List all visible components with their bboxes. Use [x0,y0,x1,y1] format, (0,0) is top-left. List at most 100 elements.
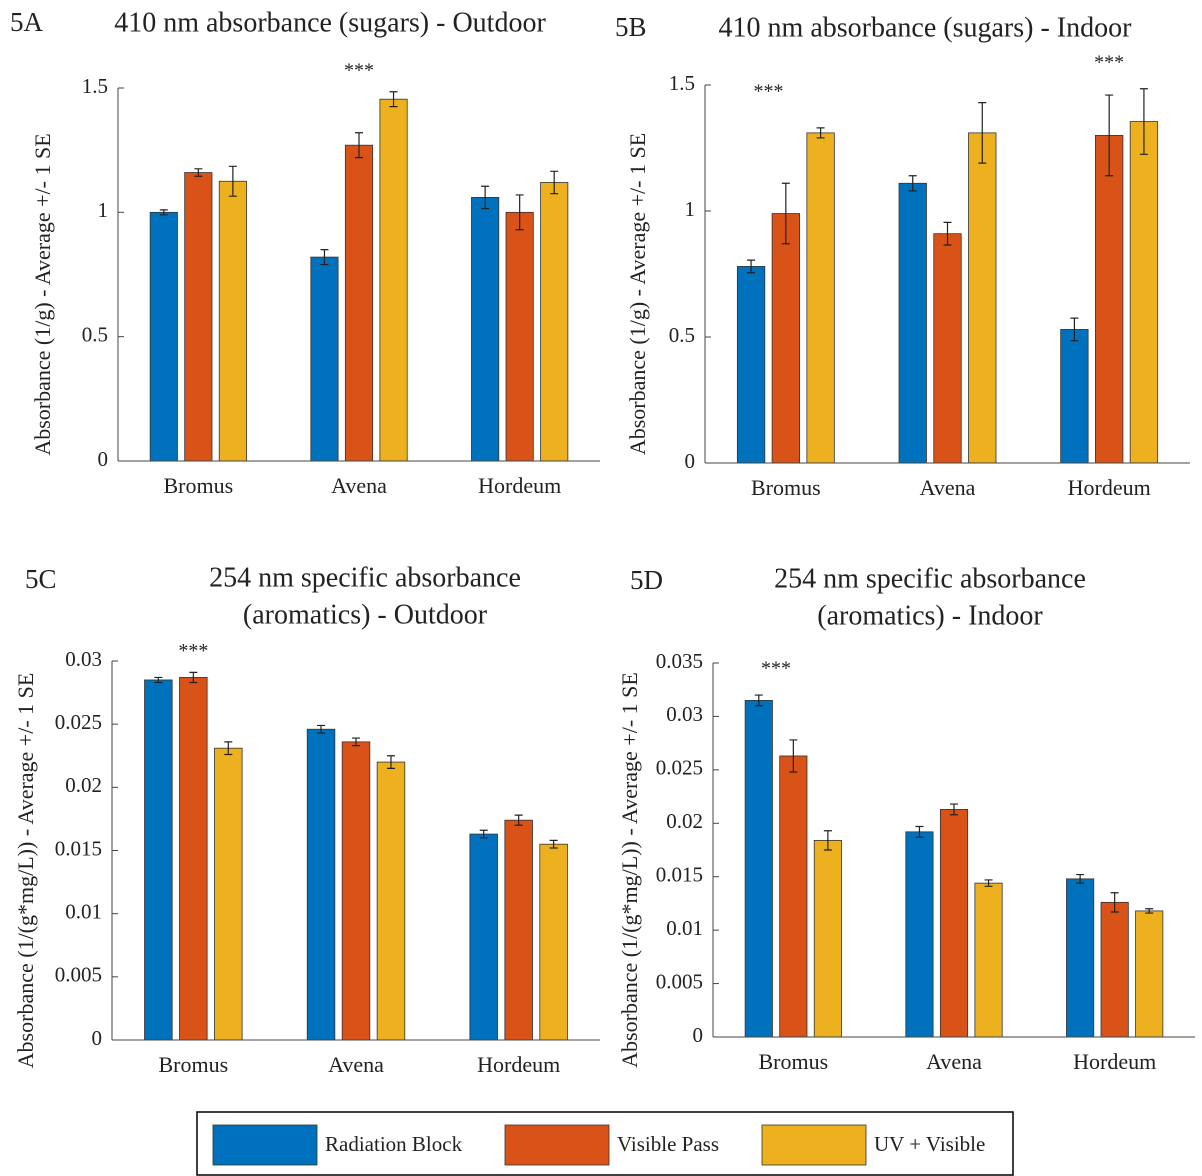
error-bar [317,724,326,734]
y-tick-label: 0.03 [666,702,703,726]
bar [1060,329,1089,464]
y-tick-label: 0.005 [656,969,703,993]
error-bar [550,170,559,195]
bar [813,839,842,1038]
x-tick-label: Bromus [163,473,233,498]
annotation: *** [753,80,783,102]
y-axis-label: Absorbance (1/g) - Average +/- 1 SE [625,133,650,455]
x-tick-label: Bromus [751,475,821,500]
bar [736,266,766,464]
error-bar [389,91,398,108]
bar [310,256,339,462]
legend-swatch [504,1124,610,1166]
error-bar [984,879,993,887]
x-tick-label: Avena [331,473,387,498]
bar [341,741,371,1041]
bar [184,172,213,462]
panel-label: 5D [630,565,663,595]
error-bar [1076,873,1085,884]
panel-label: 5A [10,7,44,37]
x-tick-label: Bromus [758,1049,828,1074]
error-bar [189,671,198,684]
annotation: *** [1094,51,1124,73]
error-bar [515,194,524,231]
bar [779,755,808,1038]
legend-swatch [761,1124,867,1166]
error-bar [154,676,163,684]
y-tick-label: 0.025 [656,756,703,780]
y-tick-label: 1.5 [669,71,695,95]
bar [471,197,500,462]
legend-label: Visible Pass [617,1132,719,1156]
bar [149,211,178,462]
bar [905,831,934,1038]
bar [469,833,498,1041]
bar [144,679,173,1041]
bar [1095,134,1124,464]
bar [1129,121,1159,464]
y-tick-label: 1.5 [82,74,108,98]
bar [379,98,408,462]
bar [540,182,569,462]
x-tick-label: Hordeum [478,473,561,498]
error-bar [978,102,987,164]
bar [898,182,927,464]
bar [933,233,962,464]
x-tick-label: Bromus [158,1052,228,1077]
error-bar [1110,892,1119,913]
y-tick-label: 0 [685,449,696,473]
error-bar [481,185,490,210]
chart-title: 410 nm absorbance (sugars) - Indoor [719,12,1133,43]
y-tick-label: 0.015 [656,863,703,887]
chart-title: 254 nm specific absorbance [209,562,521,593]
bar [806,132,835,464]
error-bar [943,221,952,246]
bar [744,700,773,1038]
error-bar [754,694,763,707]
bar [1066,878,1095,1038]
chart-title: (aromatics) - Outdoor [243,599,488,630]
legend-label: UV + Visible [874,1132,985,1156]
y-tick-label: 0.02 [65,773,102,797]
error-bar [1139,88,1148,155]
panel-label: 5B [615,12,647,42]
error-bar [747,259,756,274]
error-bar [1070,317,1079,342]
y-tick-label: 0.01 [666,916,703,940]
y-tick-label: 0 [98,447,109,471]
chart-title: 254 nm specific absorbance [774,563,1086,594]
bar [539,843,568,1041]
y-tick-label: 0 [693,1023,704,1047]
error-bar [549,839,558,849]
y-tick-label: 0 [92,1026,103,1050]
bar [218,180,247,462]
y-tick-label: 0.025 [55,710,102,734]
y-tick-label: 0.035 [656,649,703,673]
x-tick-label: Avena [920,475,976,500]
x-tick-label: Hordeum [1068,475,1151,500]
error-bar [789,739,798,773]
error-bar [781,182,790,245]
bar [968,132,997,464]
error-bar [352,737,360,747]
y-tick-label: 0.5 [669,323,695,347]
annotation: *** [761,658,791,680]
annotation: *** [344,59,374,81]
error-bar [915,825,924,838]
error-bar [224,741,233,756]
legend-swatch [212,1124,318,1166]
error-bar [908,175,917,192]
error-bar [159,209,168,216]
chart-title: 410 nm absorbance (sugars) - Outdoor [114,7,546,38]
y-tick-label: 0.02 [666,809,703,833]
y-tick-label: 0.5 [82,322,108,346]
error-bar [386,755,395,769]
bar [504,819,533,1041]
y-tick-label: 1 [98,198,109,222]
y-tick-label: 1 [685,197,696,221]
error-bar [514,814,523,826]
x-tick-label: Hordeum [1073,1049,1156,1074]
y-tick-label: 0.015 [55,836,102,860]
x-tick-label: Avena [926,1049,982,1074]
